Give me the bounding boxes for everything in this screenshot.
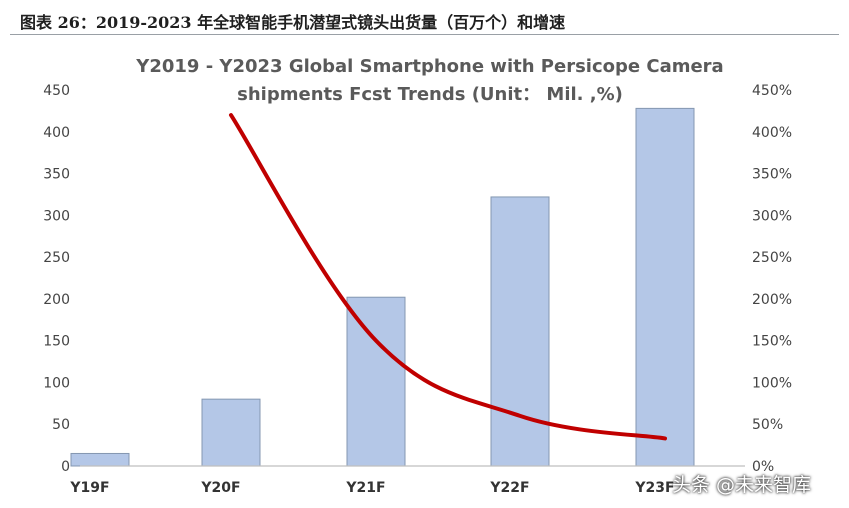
y-right-tick-label: 250%: [752, 250, 792, 266]
x-tick-label: Y19F: [69, 480, 109, 496]
x-tick-label: Y22F: [489, 480, 529, 496]
y-left-tick-label: 0: [61, 459, 70, 475]
y-right-tick-label: 0%: [752, 459, 774, 475]
watermark: 头条 @未来智库: [672, 474, 812, 496]
y-right-tick-label: 300%: [752, 208, 792, 224]
bar: [201, 398, 261, 467]
y-right-tick-label: 100%: [752, 375, 792, 391]
y-right-tick-label: 50%: [752, 417, 783, 433]
bar: [490, 196, 550, 467]
bar: [635, 107, 695, 467]
x-tick-label: Y20F: [200, 480, 240, 496]
bar: [346, 296, 406, 467]
y-left-tick-label: 400: [43, 125, 70, 141]
y-right-tick-label: 150%: [752, 334, 792, 350]
y-right-tick-label: 400%: [752, 125, 792, 141]
y-right-tick-label: 350%: [752, 167, 792, 183]
bar: [70, 452, 130, 467]
growth-rate-line: [229, 113, 667, 441]
figure-header: 图表 26：2019-2023 年全球智能手机潜望式镜头出货量（百万个）和增速: [10, 4, 839, 35]
y-right-tick-label: 450%: [752, 83, 792, 99]
x-tick-label: Y21F: [345, 480, 385, 496]
y-left-tick-label: 100: [43, 375, 70, 391]
y-right-tick-label: 200%: [752, 292, 792, 308]
y-left-tick-label: 450: [43, 83, 70, 99]
y-left-tick-label: 350: [43, 167, 70, 183]
y-left-tick-label: 150: [43, 334, 70, 350]
figure-caption: 图表 26：2019-2023 年全球智能手机潜望式镜头出货量（百万个）和增速: [20, 13, 566, 32]
y-left-tick-label: 250: [43, 250, 70, 266]
chart-title-line1: Y2019 - Y2023 Global Smartphone with Per…: [136, 56, 724, 77]
y-left-tick-label: 200: [43, 292, 70, 308]
x-tick-label: Y23F: [634, 480, 674, 496]
chart-title-line2: shipments Fcst Trends (Unit： Mil. ,%): [237, 84, 623, 105]
y-left-tick-label: 300: [43, 208, 70, 224]
y-left-tick-label: 50: [52, 417, 70, 433]
